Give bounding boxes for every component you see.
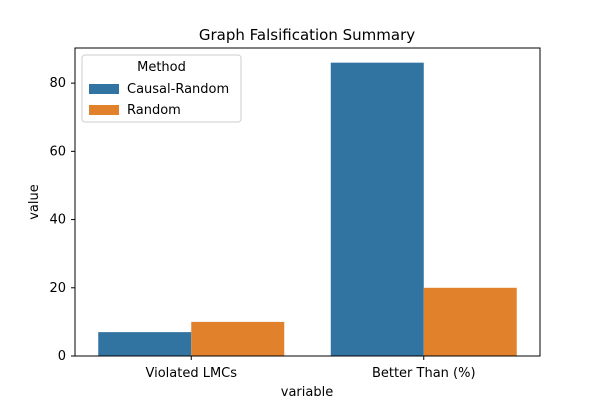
x-tick-label-1: Better Than (%) [372,366,476,381]
legend-box [81,54,242,123]
legend-title: Method [137,60,186,75]
legend-label-0: Causal-Random [127,82,229,97]
bar-1-1 [423,287,517,356]
legend-swatch-1 [89,105,119,115]
y-tick-label-1: 20 [49,281,66,296]
y-tick-label-0: 0 [58,349,66,364]
y-tick-label-3: 60 [49,144,66,159]
y-axis-label: value [27,184,42,220]
x-tick-label-0: Violated LMCs [145,366,237,381]
plot-area: 0 20 40 60 80 Violated LMCs Better Than (%) [49,47,541,381]
x-axis-label: variable [281,385,333,400]
y-tick-label-4: 80 [49,76,66,91]
legend-swatch-0 [89,84,119,94]
bar-0-0 [98,332,192,356]
chart-title: Graph Falsification Summary [199,26,415,44]
y-tick-label-2: 40 [49,213,66,228]
bar-1-0 [191,321,285,356]
plot-frame [74,47,541,357]
legend: Method Causal-Random Random [81,54,242,123]
bar-0-1 [330,62,424,357]
legend-label-1: Random [127,103,181,118]
